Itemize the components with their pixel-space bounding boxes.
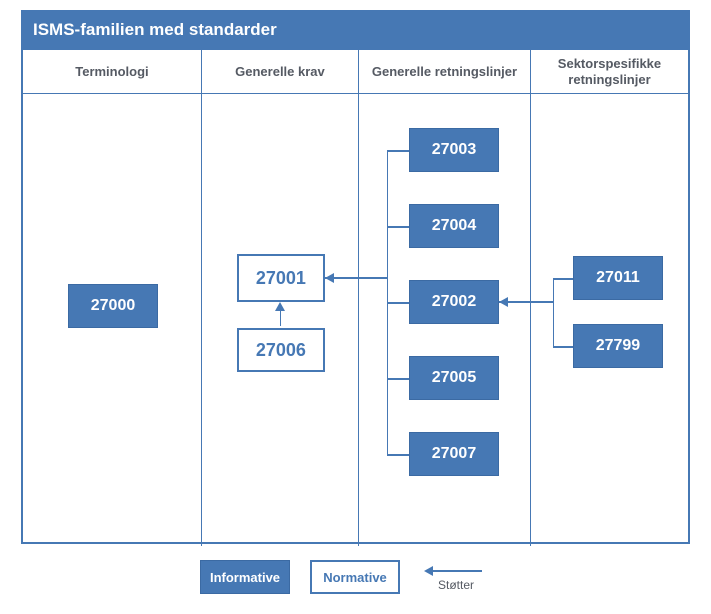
column-header: Terminologi (23, 50, 201, 94)
connector-line (432, 570, 482, 572)
standard-27799: 27799 (573, 324, 663, 368)
arrow-up-icon (275, 302, 285, 311)
column-header: Generelle retningslinjer (359, 50, 530, 94)
standard-27001: 27001 (237, 254, 325, 302)
standard-27011: 27011 (573, 256, 663, 300)
column-generelle-krav: Generelle krav 27001 27006 (202, 50, 359, 546)
diagram-title: ISMS-familien med standarder (23, 12, 688, 50)
legend-informative: Informative (200, 560, 290, 594)
connector-branch (387, 454, 409, 456)
standard-27004: 27004 (409, 204, 499, 248)
connector-branch (387, 378, 409, 380)
column-sektorspesifikke: Sektorspesifikke retningslinjer 27011 27… (531, 50, 688, 546)
column-body: 27003 27004 27002 27005 27007 (359, 94, 530, 546)
column-body: 27000 (23, 94, 201, 546)
connector-branch (387, 150, 409, 152)
connector-branch (553, 278, 573, 280)
column-header: Sektorspesifikke retningslinjer (531, 50, 688, 94)
connector-branch (387, 302, 409, 304)
column-body: 27011 27799 (531, 94, 688, 546)
connector-line (359, 277, 387, 279)
column-header: Generelle krav (202, 50, 358, 94)
arrow-left-icon (499, 297, 508, 307)
connector-line (531, 301, 553, 303)
legend-normative: Normative (310, 560, 400, 594)
standard-27003: 27003 (409, 128, 499, 172)
arrow-left-icon (325, 273, 334, 283)
legend-supports-label: Støtter (438, 578, 474, 592)
standard-27005: 27005 (409, 356, 499, 400)
standard-27000: 27000 (68, 284, 158, 328)
column-generelle-retningslinjer: Generelle retningslinjer 27003 27004 270… (359, 50, 531, 546)
standard-27002: 27002 (409, 280, 499, 324)
columns-container: Terminologi 27000 Generelle krav 27001 2… (23, 50, 688, 546)
diagram-frame: ISMS-familien med standarder Terminologi… (21, 10, 690, 544)
connector-branch (387, 226, 409, 228)
column-terminologi: Terminologi 27000 (23, 50, 202, 546)
standard-27006: 27006 (237, 328, 325, 372)
connector-branch (553, 346, 573, 348)
column-body: 27001 27006 (202, 94, 358, 546)
connector-trunk (553, 278, 555, 346)
standard-27007: 27007 (409, 432, 499, 476)
legend-supports: Støtter (420, 560, 490, 594)
legend: Informative Normative Støtter (200, 560, 490, 594)
